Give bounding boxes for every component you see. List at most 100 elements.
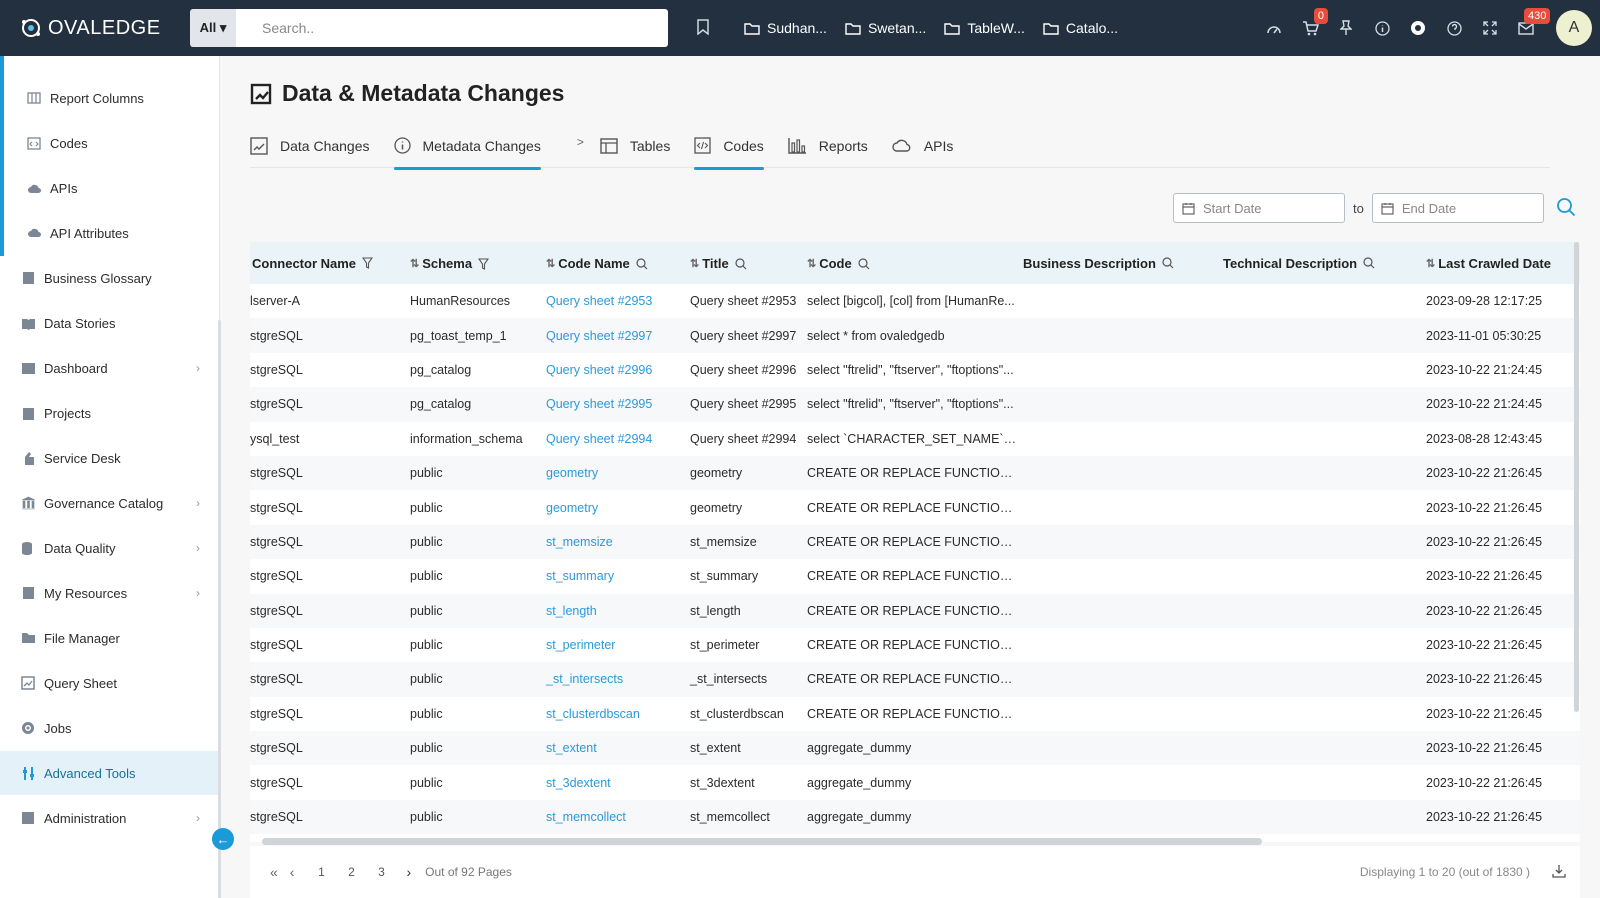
cell-code-name[interactable]: Query sheet #2995	[546, 397, 653, 412]
page-number[interactable]: 1	[318, 865, 325, 879]
search-icon[interactable]	[858, 257, 870, 270]
sidebar-item-file-manager[interactable]: File Manager	[0, 616, 220, 660]
filter-icon[interactable]	[478, 257, 490, 270]
download-icon[interactable]	[1552, 864, 1566, 881]
column-header-connector-name[interactable]: Connector Name	[250, 242, 408, 284]
folder-shortcut[interactable]: Catalo...	[1043, 20, 1118, 36]
sidebar-item-query-sheet[interactable]: Query Sheet	[0, 661, 220, 705]
tab-codes[interactable]: Codes	[694, 124, 765, 170]
tab-reports[interactable]: Reports	[788, 124, 868, 168]
sidebar-item-business-glossary[interactable]: Business Glossary	[0, 256, 220, 300]
sidebar-item-data-stories[interactable]: Data Stories	[0, 301, 220, 345]
table-row[interactable]: stgreSQL public geometry geometry CREATE OR …	[250, 490, 1580, 524]
tab-tables[interactable]: Tables	[600, 124, 670, 168]
sort-icon[interactable]: ⇅	[807, 258, 817, 270]
tab-apis[interactable]: APIs	[892, 124, 953, 168]
sidebar-item-dashboard[interactable]: Dashboard ›	[0, 346, 220, 390]
column-header-business-description[interactable]: Business Description	[1021, 242, 1221, 284]
table-vertical-scrollbar[interactable]	[1574, 242, 1579, 712]
cart-icon[interactable]: 0	[1292, 8, 1328, 46]
mail-icon[interactable]: 430	[1508, 8, 1551, 46]
sidebar-item-service-desk[interactable]: Service Desk	[0, 436, 220, 480]
folder-shortcut[interactable]: TableW...	[944, 20, 1025, 36]
next-page-icon[interactable]: ›	[406, 864, 412, 880]
table-row[interactable]: stgreSQL public st_length st_length CREATE O…	[250, 593, 1580, 628]
info-icon[interactable]	[1364, 10, 1400, 46]
cell-code-name[interactable]: _st_intersects	[546, 672, 624, 687]
sort-icon[interactable]: ⇅	[690, 258, 700, 270]
column-header-title[interactable]: ⇅ Title	[688, 242, 805, 284]
collapse-sidebar-button[interactable]: ←	[212, 828, 234, 850]
first-page-icon[interactable]: «	[270, 864, 278, 880]
sidebar-item-governance-catalog[interactable]: Governance Catalog ›	[0, 481, 220, 525]
cell-code-name[interactable]: st_memcollect	[546, 810, 626, 825]
search-icon[interactable]	[1162, 257, 1174, 269]
filter-icon[interactable]	[362, 257, 374, 269]
folder-shortcut[interactable]: Sudhan...	[744, 20, 827, 36]
cell-code-name[interactable]: Query sheet #2997	[546, 328, 653, 343]
cell-code-name[interactable]: Query sheet #2994	[546, 431, 653, 446]
table-row[interactable]: stgreSQL public st_summary st_summary CREATE…	[250, 559, 1580, 593]
table-row[interactable]: stgreSQL public st_memsize st_memsize CREATE…	[250, 524, 1580, 560]
fullscreen-icon[interactable]	[1472, 10, 1508, 46]
sidebar-item-my-resources[interactable]: My Resources ›	[0, 571, 220, 615]
help-icon[interactable]	[1436, 10, 1472, 46]
column-header-technical-description[interactable]: Technical Description	[1221, 242, 1424, 284]
cell-code-name[interactable]: Query sheet #2953	[546, 294, 653, 309]
sidebar-item-codes[interactable]: Codes	[0, 121, 220, 165]
table-row[interactable]: stgreSQL pg_catalog Query sheet #2995 Query…	[250, 387, 1580, 422]
page-number[interactable]: 3	[378, 865, 385, 879]
page-number[interactable]: 2	[348, 865, 355, 879]
table-row[interactable]: stgreSQL public st_3dextent st_3dextent aggr…	[250, 765, 1580, 799]
table-horizontal-scrollbar[interactable]	[262, 838, 1262, 845]
cell-code-name[interactable]: st_memsize	[546, 534, 613, 549]
sidebar-item-report-columns[interactable]: Report Columns	[0, 76, 220, 120]
previous-page-icon[interactable]: ‹	[289, 864, 295, 880]
sidebar-item-api-attributes[interactable]: API Attributes	[0, 211, 220, 255]
table-row[interactable]: stgreSQL public st_perimeter st_perimeter CR…	[250, 628, 1580, 662]
column-header-last-crawled-date[interactable]: ⇅ Last Crawled Date	[1426, 256, 1551, 271]
sort-icon[interactable]: ⇅	[410, 258, 420, 270]
user-avatar[interactable]: A	[1556, 10, 1592, 46]
cell-code-name[interactable]: Query sheet #2996	[546, 362, 653, 377]
end-date-field[interactable]: End Date	[1371, 193, 1544, 223]
sidebar-item-apis[interactable]: APIs	[0, 166, 220, 210]
table-row[interactable]: ysql_test information_schema Query sheet #…	[250, 422, 1580, 456]
search-icon[interactable]	[735, 257, 747, 270]
sidebar-item-jobs[interactable]: Jobs	[0, 706, 220, 750]
cell-code-name[interactable]: geometry	[546, 466, 599, 481]
cell-code-name[interactable]: st_3dextent	[546, 775, 611, 790]
sidebar-item-advanced-tools[interactable]: Advanced Tools	[0, 751, 220, 795]
table-row[interactable]: stgreSQL public st_clusterdbscan st_cluster…	[250, 697, 1580, 731]
cell-code-name[interactable]: geometry	[546, 500, 599, 515]
search-input[interactable]	[236, 9, 668, 47]
start-date-field[interactable]: Start Date	[1173, 193, 1345, 223]
table-row[interactable]: lserver-A HumanResources Query sheet #2953…	[250, 284, 1580, 318]
table-row[interactable]: stgreSQL public st_extent st_extent aggregat…	[250, 731, 1580, 766]
column-header-code[interactable]: ⇅ Code	[805, 242, 1021, 284]
ovaledge-logo[interactable]: OVALEDGE	[0, 17, 190, 40]
table-row[interactable]: stgreSQL public _st_intersects _st_intersec…	[250, 662, 1580, 697]
table-row[interactable]: stgreSQL pg_catalog Query sheet #2996 Query…	[250, 353, 1580, 387]
table-row[interactable]: stgreSQL public geometry geometry CREATE OR …	[250, 455, 1580, 491]
column-header-code-name[interactable]: ⇅ Code Name	[544, 242, 688, 284]
search-icon[interactable]	[1556, 197, 1576, 220]
column-header-schema[interactable]: ⇅ Schema	[408, 242, 544, 284]
cell-code-name[interactable]: st_perimeter	[546, 638, 616, 653]
tab-data-changes[interactable]: Data Changes	[250, 124, 370, 168]
table-row[interactable]: stgreSQL pg_toast_temp_1 Query sheet #2997…	[250, 318, 1580, 353]
chrome-extension-icon[interactable]	[1400, 10, 1436, 46]
cell-code-name[interactable]: st_extent	[546, 741, 597, 756]
sidebar-item-projects[interactable]: Projects	[0, 391, 220, 435]
table-row[interactable]: stgreSQL public st_memcollect st_memcollect…	[250, 799, 1580, 835]
cell-code-name[interactable]: st_length	[546, 603, 597, 618]
sidebar-item-data-quality[interactable]: Data Quality ›	[0, 526, 220, 570]
sidebar-scrollbar[interactable]	[218, 320, 221, 898]
search-scope-dropdown[interactable]: All ▾	[190, 9, 236, 47]
search-icon[interactable]	[636, 257, 648, 270]
folder-shortcut[interactable]: Swetan...	[845, 20, 926, 36]
sort-icon[interactable]: ⇅	[1426, 258, 1436, 270]
cell-code-name[interactable]: st_summary	[546, 569, 615, 584]
cell-code-name[interactable]: st_clusterdbscan	[546, 706, 640, 721]
pin-icon[interactable]	[1328, 10, 1364, 46]
